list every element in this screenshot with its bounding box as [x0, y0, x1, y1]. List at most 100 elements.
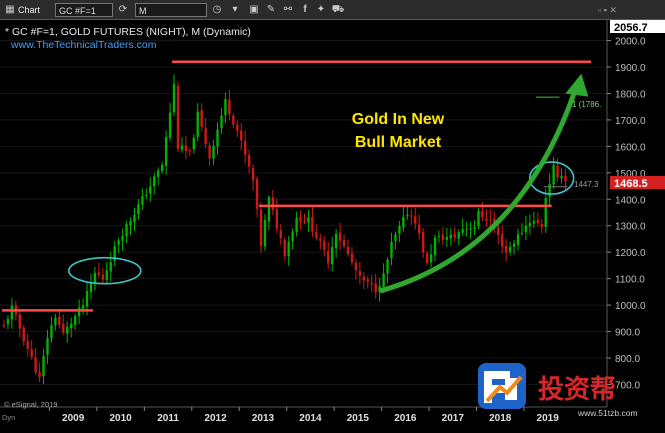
save-icon[interactable]: ▣ [249, 4, 259, 15]
candle-body [188, 150, 192, 152]
interval-input[interactable]: M [135, 3, 207, 17]
candle-body [398, 226, 401, 234]
candle-body [437, 236, 441, 238]
candle-body [168, 112, 172, 138]
candle-body [378, 286, 381, 292]
candle-body [192, 137, 195, 150]
y-tick-label: 1700.0 [615, 116, 646, 127]
candle-body [287, 241, 290, 256]
candle-body [429, 254, 433, 263]
watermark-brand: 投资帮 [538, 374, 616, 404]
twitter-icon[interactable]: ✦ [316, 4, 326, 15]
candle-body [414, 216, 417, 224]
chart-icon[interactable]: ▦ [5, 4, 15, 15]
candle-body [358, 271, 362, 276]
symbol-input[interactable]: GC #F=1 [55, 3, 113, 17]
candle-body [402, 216, 405, 228]
price-chart[interactable]: 700.0 800.0 900.0 1000.0 1100.0 1200.0 1300.0 1… [0, 20, 665, 428]
candle-body [489, 219, 492, 221]
annotation-line-2: Bull Market [355, 134, 442, 151]
candle-body [319, 238, 322, 241]
candle-body [382, 273, 385, 287]
x-tick-label: 2018 [489, 413, 512, 424]
x-tick-label: 2015 [347, 413, 370, 424]
y-tick-label: 1100.0 [615, 275, 645, 286]
candle-body [552, 164, 555, 185]
candle-body [255, 178, 259, 209]
candle-body [390, 241, 393, 259]
candle-body [445, 236, 449, 240]
candle-body [473, 227, 476, 229]
chevron-down-icon[interactable]: ▾ [232, 4, 238, 15]
candle-body [2, 324, 6, 326]
y-tick-label: 700.0 [615, 380, 640, 391]
candle-body [113, 246, 116, 262]
candle-body [247, 155, 251, 167]
facebook-icon[interactable]: f [303, 4, 307, 15]
candle-body [449, 234, 452, 239]
candle-body [224, 99, 227, 116]
y-tick-label: 1800.0 [615, 89, 646, 100]
fib-level-label: 1 (1786. [572, 100, 601, 109]
candle-body [350, 253, 354, 263]
candle-body [528, 222, 532, 227]
candle-body [465, 228, 468, 230]
candle-body [556, 165, 559, 178]
refresh-icon[interactable]: ⟳ [118, 4, 128, 15]
axes: 700.0 800.0 900.0 1000.0 1100.0 1200.0 1300.0 1… [0, 20, 646, 424]
cart-icon[interactable]: ⛟ [331, 4, 345, 15]
candle-body [251, 167, 255, 181]
candle-body [81, 305, 85, 309]
clock-icon[interactable]: ◷ [212, 4, 222, 15]
watermark: 投资帮 www.51tzb.com [478, 363, 638, 418]
candle-body [105, 270, 108, 280]
top-price-label: 2056.7 [614, 22, 648, 34]
window-controls[interactable]: ▫ ▪ ✕ [598, 5, 617, 15]
candle-body [10, 305, 14, 320]
candle-body [421, 232, 425, 253]
candle-body [279, 229, 282, 239]
app-label: Chart [18, 5, 41, 15]
top-price-badge [610, 20, 665, 33]
chart-background [0, 20, 665, 428]
candle-body [315, 231, 318, 239]
candle-body [129, 220, 132, 226]
grid [0, 40, 607, 385]
link-icon[interactable]: ⚯ [283, 4, 293, 15]
candle-body [291, 231, 294, 242]
candle-body [157, 170, 160, 177]
candle-body [524, 225, 528, 233]
candle-body [6, 319, 10, 325]
website-link[interactable]: www.TheTechnicalTraders.com [10, 39, 157, 51]
x-tick-label: 2017 [442, 413, 465, 424]
candle-body [263, 219, 267, 247]
candle-body [425, 253, 429, 264]
candle-body [497, 226, 500, 235]
copyright-label: © eSignal, 2019 [4, 400, 57, 409]
candle-body [66, 326, 69, 334]
candle-body [58, 316, 61, 325]
chart-panel[interactable]: 700.0 800.0 900.0 1000.0 1100.0 1200.0 1300.0 1… [0, 20, 665, 428]
candle-body [520, 232, 524, 234]
candle-body [303, 221, 306, 223]
y-tick-label: 800.0 [615, 354, 640, 365]
candle-body [204, 128, 207, 145]
candle-body [374, 283, 377, 293]
candle-body [164, 137, 168, 166]
y-tick-label: 1000.0 [615, 301, 646, 312]
tools-icon[interactable]: ✎ [266, 4, 276, 15]
candle-body [501, 233, 504, 247]
last-price-badge [610, 176, 665, 189]
candle-body [228, 99, 231, 115]
candle-body [259, 209, 263, 246]
candle-body [240, 130, 243, 141]
breakout-ellipse [68, 256, 142, 285]
candle-body [370, 282, 373, 285]
x-tick-label: 2019 [537, 413, 560, 424]
candle-body [232, 115, 235, 125]
candle-body [121, 235, 124, 241]
candle-body [244, 141, 247, 155]
candle-body [200, 110, 203, 127]
candle-body [362, 276, 365, 281]
candle-body [38, 371, 41, 378]
